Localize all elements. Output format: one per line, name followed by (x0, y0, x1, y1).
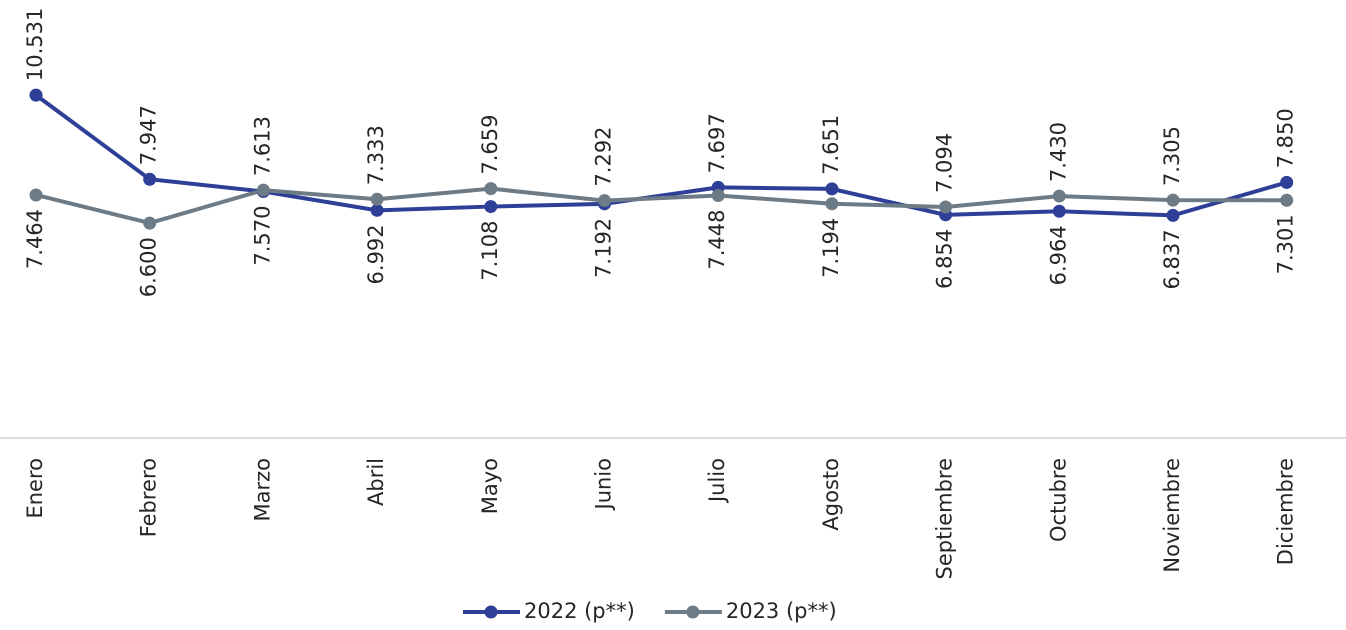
x-tick-label: Marzo (250, 458, 274, 522)
x-tick-label: Enero (23, 458, 47, 519)
series-marker (143, 216, 157, 230)
data-label: 6.992 (364, 224, 388, 284)
legend-label: 2023 (p**) (726, 599, 837, 623)
series-marker (484, 200, 498, 214)
series-marker (1052, 189, 1066, 203)
x-tick-label: Mayo (478, 458, 502, 514)
data-label: 7.108 (478, 221, 502, 281)
series-marker (29, 88, 43, 102)
x-tick-label: Febrero (137, 458, 161, 537)
x-tick-label: Abril (364, 458, 388, 506)
x-tick-label: Junio (592, 458, 616, 512)
data-label: 7.448 (705, 209, 729, 269)
data-label: 7.333 (364, 125, 388, 185)
series-line (34, 93, 1288, 218)
series-marker (1166, 193, 1180, 207)
series-line (35, 186, 1287, 226)
series-marker (29, 188, 43, 202)
data-label: 7.570 (250, 206, 274, 266)
data-label: 10.531 (23, 8, 47, 81)
data-label: 7.430 (1046, 122, 1070, 182)
series-marker (598, 194, 611, 208)
series-marker (711, 188, 725, 202)
series-marker (1280, 175, 1294, 189)
data-label: 7.697 (705, 113, 729, 173)
data-label: 7.651 (819, 115, 843, 175)
data-label: 7.301 (1274, 214, 1298, 274)
series-marker (1280, 193, 1294, 207)
data-label: 7.305 (1160, 126, 1184, 186)
series-marker (256, 183, 270, 197)
legend-marker (484, 605, 498, 619)
series-marker (939, 200, 953, 214)
data-label: 7.194 (819, 218, 843, 278)
series-marker (143, 172, 157, 186)
legend-marker (686, 605, 700, 619)
data-label: 6.964 (1046, 225, 1070, 285)
x-tick-label: Julio (705, 458, 729, 504)
legend-label: 2022 (p**) (524, 599, 635, 623)
x-tick-label: Noviembre (1160, 458, 1184, 573)
data-label: 7.464 (23, 209, 47, 269)
data-label: 7.292 (592, 126, 616, 186)
data-label: 7.947 (137, 105, 161, 165)
series-marker (484, 182, 498, 196)
data-label: 7.094 (933, 133, 957, 193)
series-marker (370, 203, 384, 217)
data-label: 6.837 (1160, 229, 1184, 289)
data-label: 7.192 (592, 218, 616, 278)
x-tick-label: Diciembre (1274, 458, 1298, 565)
data-label: 6.600 (137, 237, 161, 297)
x-tick-label: Agosto (819, 458, 843, 531)
series-marker (825, 182, 839, 196)
data-label: 7.613 (250, 116, 274, 176)
data-label: 7.659 (478, 114, 502, 174)
series-marker (825, 197, 839, 211)
x-tick-label: Octubre (1046, 458, 1070, 542)
series-marker (1052, 204, 1066, 218)
x-tick-label: Septiembre (933, 458, 957, 579)
data-label: 6.854 (933, 229, 957, 289)
series-marker (1166, 208, 1180, 222)
series-marker (370, 192, 384, 206)
data-label: 7.850 (1274, 108, 1298, 168)
